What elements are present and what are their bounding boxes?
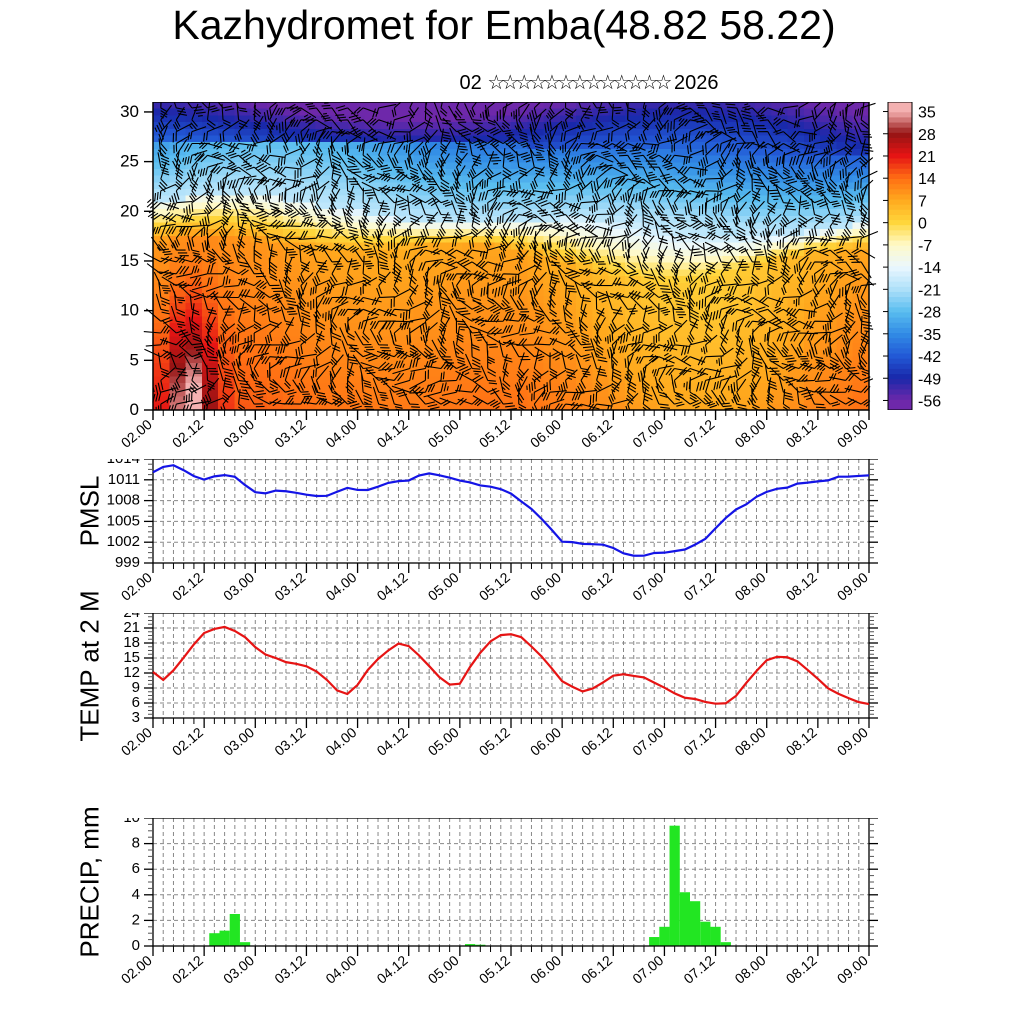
svg-text:06.00: 06.00 — [527, 952, 564, 987]
svg-text:05.12: 05.12 — [476, 569, 513, 604]
svg-text:35: 35 — [918, 105, 936, 122]
svg-text:4: 4 — [132, 886, 140, 903]
svg-text:03.12: 03.12 — [271, 724, 308, 759]
svg-text:-49: -49 — [918, 371, 941, 388]
svg-text:02.00: 02.00 — [118, 416, 155, 451]
svg-text:04.00: 04.00 — [322, 952, 359, 987]
svg-text:06.12: 06.12 — [578, 416, 615, 451]
svg-text:09.00: 09.00 — [834, 416, 871, 451]
svg-text:03.00: 03.00 — [220, 724, 257, 759]
svg-text:06.12: 06.12 — [578, 724, 615, 759]
svg-text:04.12: 04.12 — [374, 569, 411, 604]
svg-text:04.12: 04.12 — [374, 952, 411, 987]
svg-text:04.12: 04.12 — [374, 724, 411, 759]
svg-text:1002: 1002 — [107, 533, 140, 550]
svg-text:15: 15 — [123, 649, 140, 666]
svg-text:02.12: 02.12 — [169, 416, 206, 451]
svg-text:10: 10 — [123, 818, 140, 826]
svg-text:1011: 1011 — [108, 471, 140, 488]
svg-text:03.12: 03.12 — [271, 952, 308, 987]
svg-text:03.12: 03.12 — [271, 416, 308, 451]
svg-text:02.12: 02.12 — [169, 569, 206, 604]
svg-text:07.12: 07.12 — [680, 724, 717, 759]
svg-text:-7: -7 — [918, 238, 932, 255]
svg-text:999: 999 — [115, 554, 140, 571]
svg-text:09.00: 09.00 — [834, 569, 871, 604]
svg-text:08.12: 08.12 — [783, 952, 820, 987]
svg-text:07.12: 07.12 — [680, 952, 717, 987]
svg-text:05.00: 05.00 — [425, 724, 462, 759]
svg-text:06.12: 06.12 — [578, 952, 615, 987]
svg-text:07.00: 07.00 — [629, 952, 666, 987]
svg-text:03.12: 03.12 — [271, 569, 308, 604]
svg-text:0: 0 — [132, 937, 140, 954]
svg-text:04.00: 04.00 — [322, 416, 359, 451]
svg-text:21: 21 — [918, 149, 936, 166]
svg-text:0: 0 — [918, 216, 927, 233]
svg-text:04.12: 04.12 — [374, 416, 411, 451]
svg-text:07.12: 07.12 — [680, 416, 717, 451]
svg-text:03.00: 03.00 — [220, 952, 257, 987]
svg-text:7: 7 — [918, 193, 927, 210]
svg-text:05.12: 05.12 — [476, 416, 513, 451]
svg-text:18: 18 — [123, 634, 140, 651]
svg-text:3: 3 — [132, 709, 140, 726]
svg-text:-56: -56 — [918, 393, 941, 410]
svg-text:6: 6 — [132, 860, 140, 877]
svg-text:05.00: 05.00 — [425, 952, 462, 987]
svg-text:09.00: 09.00 — [834, 952, 871, 987]
svg-text:1005: 1005 — [107, 512, 140, 529]
svg-text:24: 24 — [123, 613, 140, 621]
svg-text:1008: 1008 — [107, 492, 140, 509]
svg-text:1014: 1014 — [107, 459, 140, 467]
svg-text:08.00: 08.00 — [732, 416, 769, 451]
svg-text:08.12: 08.12 — [783, 569, 820, 604]
svg-text:04.00: 04.00 — [322, 569, 359, 604]
svg-text:2: 2 — [132, 911, 140, 928]
svg-text:08.00: 08.00 — [732, 952, 769, 987]
svg-text:08.12: 08.12 — [783, 416, 820, 451]
svg-text:03.00: 03.00 — [220, 569, 257, 604]
svg-text:05.12: 05.12 — [476, 724, 513, 759]
svg-text:-35: -35 — [918, 327, 941, 344]
svg-text:07.12: 07.12 — [680, 569, 717, 604]
svg-text:06.00: 06.00 — [527, 569, 564, 604]
svg-text:07.00: 07.00 — [629, 416, 666, 451]
svg-text:8: 8 — [132, 835, 140, 852]
svg-text:9: 9 — [132, 679, 140, 696]
svg-text:09.00: 09.00 — [834, 724, 871, 759]
svg-text:05.12: 05.12 — [476, 952, 513, 987]
svg-text:06.12: 06.12 — [578, 569, 615, 604]
svg-text:07.00: 07.00 — [629, 724, 666, 759]
svg-text:14: 14 — [918, 171, 936, 188]
svg-text:08.00: 08.00 — [732, 724, 769, 759]
svg-text:05.00: 05.00 — [425, 569, 462, 604]
svg-text:6: 6 — [132, 694, 140, 711]
svg-text:07.00: 07.00 — [629, 569, 666, 604]
svg-text:06.00: 06.00 — [527, 724, 564, 759]
svg-text:05.00: 05.00 — [425, 416, 462, 451]
svg-text:08.12: 08.12 — [783, 724, 820, 759]
svg-text:-14: -14 — [918, 260, 941, 277]
svg-text:06.00: 06.00 — [527, 416, 564, 451]
svg-text:21: 21 — [123, 619, 140, 636]
svg-text:02.12: 02.12 — [169, 724, 206, 759]
svg-text:02.00: 02.00 — [118, 952, 155, 987]
svg-text:12: 12 — [123, 664, 140, 681]
svg-text:-28: -28 — [918, 305, 941, 322]
svg-text:02.00: 02.00 — [118, 724, 155, 759]
svg-text:-21: -21 — [918, 282, 941, 299]
svg-text:28: 28 — [918, 127, 936, 144]
svg-text:08.00: 08.00 — [732, 569, 769, 604]
svg-text:-42: -42 — [918, 349, 941, 366]
svg-text:04.00: 04.00 — [322, 724, 359, 759]
svg-text:02.12: 02.12 — [169, 952, 206, 987]
svg-text:03.00: 03.00 — [220, 416, 257, 451]
svg-text:02.00: 02.00 — [118, 569, 155, 604]
